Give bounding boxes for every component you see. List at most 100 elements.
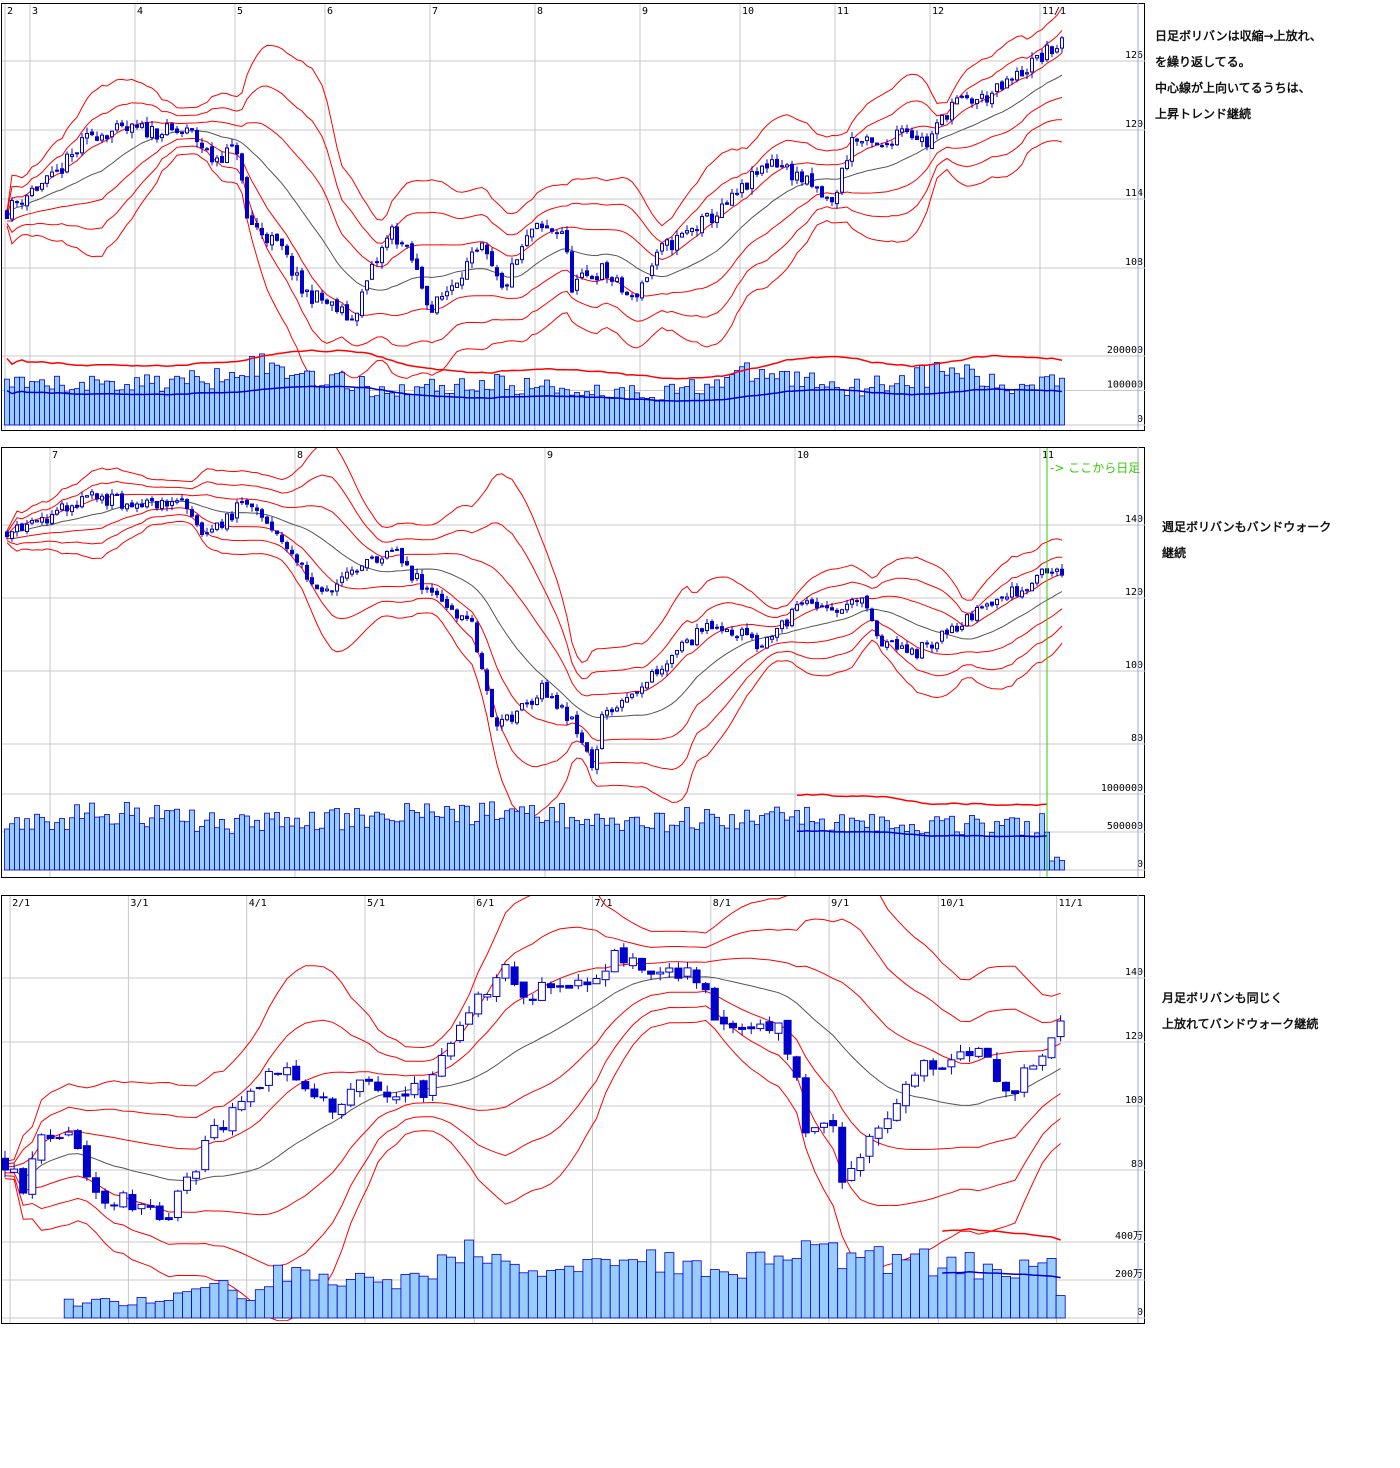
- price-area: [5, 448, 1064, 818]
- candle-body-up: [215, 522, 219, 530]
- candle: [410, 1076, 419, 1099]
- volume-bar: [334, 373, 340, 426]
- volume-bar: [1039, 376, 1045, 426]
- candle: [490, 247, 494, 267]
- volume-tick-label: 1000000: [1101, 783, 1143, 794]
- candle-body-up: [85, 133, 89, 139]
- date-label: 11/1: [1059, 898, 1083, 909]
- candle-body-up: [185, 127, 189, 134]
- candle: [645, 681, 649, 691]
- candle-body-down: [1020, 69, 1024, 77]
- volume-bar: [419, 816, 425, 871]
- volume-bar: [574, 820, 580, 871]
- volume-bar: [855, 1256, 866, 1319]
- volume-bar: [284, 377, 290, 426]
- volume-bar: [614, 388, 620, 426]
- volume-bar: [254, 819, 260, 871]
- candle: [975, 99, 979, 110]
- volume-bar: [819, 818, 825, 871]
- candle: [465, 257, 469, 280]
- volume-bar: [549, 807, 555, 871]
- candle-body-down: [992, 1059, 1001, 1082]
- candle: [365, 280, 369, 295]
- candle: [555, 692, 559, 710]
- candle-body-up: [601, 970, 610, 981]
- candle: [690, 227, 694, 236]
- bollinger-band-line: [4, 896, 1061, 1162]
- volume-bar: [724, 827, 730, 871]
- candle: [50, 166, 54, 178]
- candle: [725, 627, 729, 633]
- volume-bar: [600, 1259, 611, 1319]
- candle-body-down: [235, 145, 239, 155]
- candle-body-up: [130, 123, 134, 133]
- candle: [555, 229, 559, 239]
- candle-body-up: [1055, 48, 1059, 53]
- candle-body-up: [192, 1171, 201, 1179]
- candle: [437, 1048, 446, 1077]
- candle-body-down: [745, 182, 749, 190]
- candle: [445, 286, 449, 300]
- candle: [375, 556, 379, 564]
- candle-body-up: [25, 195, 29, 207]
- bollinger-center-line: [6, 500, 1063, 719]
- candle-body-up: [225, 513, 229, 530]
- candle: [446, 1041, 455, 1060]
- volume-bar: [139, 822, 145, 871]
- volume-bar: [89, 802, 95, 871]
- candle: [885, 639, 889, 651]
- volume-bar: [144, 826, 150, 871]
- candle-body-down: [550, 696, 554, 699]
- volume-bar: [84, 389, 90, 426]
- volume-bar: [14, 817, 20, 871]
- volume-bar: [119, 389, 125, 426]
- candle: [620, 698, 624, 712]
- candle-body-down: [1000, 81, 1004, 90]
- candle: [860, 597, 864, 608]
- candle: [647, 970, 656, 980]
- volume-bar: [49, 388, 55, 426]
- candle: [1040, 568, 1044, 579]
- candle: [875, 142, 879, 146]
- volume-bar: [1034, 389, 1040, 426]
- volume-bar: [624, 398, 630, 426]
- candle: [483, 993, 492, 1001]
- candle-body-down: [1002, 1081, 1010, 1092]
- candle: [292, 1059, 301, 1081]
- volume-bar: [394, 395, 400, 426]
- volume-bar: [263, 1286, 274, 1319]
- volume-bar: [194, 830, 200, 871]
- candle-body-down: [1040, 52, 1044, 62]
- candle-body-down: [290, 549, 294, 555]
- candle-body-down: [915, 649, 919, 659]
- candle: [605, 706, 609, 720]
- candle-body-down: [420, 574, 424, 590]
- volume-bar: [1001, 1276, 1012, 1319]
- volume-bar: [919, 364, 925, 426]
- candle-body-up: [30, 187, 34, 197]
- volume-bar: [973, 1278, 984, 1319]
- candle: [1015, 67, 1019, 83]
- candle-body-up: [365, 559, 369, 569]
- candle-body-down: [410, 565, 414, 581]
- volume-bar: [564, 389, 570, 426]
- volume-bar: [784, 370, 790, 426]
- candle-body-up: [780, 620, 784, 630]
- candle: [540, 679, 544, 703]
- candle: [830, 602, 834, 611]
- candle: [600, 262, 604, 281]
- volume-bar: [244, 376, 250, 426]
- volume-bar: [944, 818, 950, 871]
- candle: [340, 572, 344, 587]
- candle-body-down: [565, 230, 569, 253]
- volume-bar: [579, 395, 585, 426]
- candle: [435, 588, 439, 598]
- volume-bar: [573, 1271, 584, 1319]
- candle-body-up: [1060, 37, 1064, 49]
- candle: [547, 981, 555, 995]
- volume-bar: [728, 1274, 739, 1319]
- candle: [1047, 1037, 1056, 1059]
- candle: [1060, 35, 1064, 53]
- candle-body-down: [725, 202, 729, 205]
- candle: [880, 142, 884, 148]
